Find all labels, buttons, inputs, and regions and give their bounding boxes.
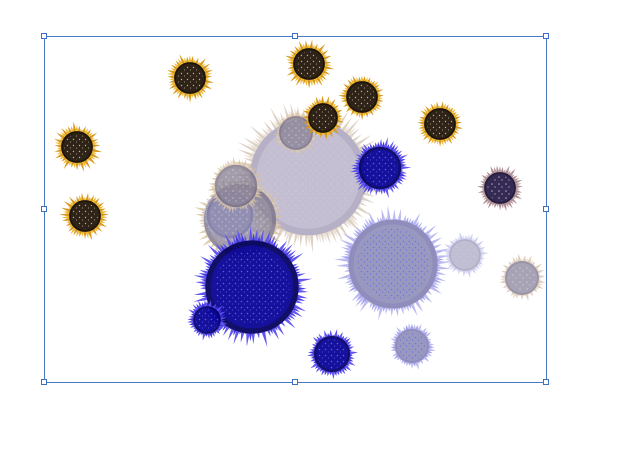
sunflower-blue-1[interactable] bbox=[350, 137, 412, 199]
sunflower-gold-7[interactable] bbox=[302, 95, 344, 140]
resize-handle-top-left[interactable] bbox=[41, 33, 47, 39]
sunflower-gold-1[interactable] bbox=[167, 54, 214, 103]
resize-handle-top-center[interactable] bbox=[292, 33, 298, 39]
sunflower-gold-5[interactable] bbox=[54, 121, 103, 172]
sunflower-blue-small-seeds bbox=[195, 308, 219, 332]
sunflower-gold-6-seeds bbox=[72, 203, 98, 229]
resize-handle-bottom-right[interactable] bbox=[543, 379, 549, 385]
sunflower-gold-4[interactable] bbox=[417, 101, 463, 147]
sunflower-faded-1[interactable] bbox=[273, 109, 320, 155]
sunflower-blue-large-seeds bbox=[214, 249, 290, 325]
sunflower-gold-4-seeds bbox=[427, 111, 453, 137]
resize-handle-bottom-center[interactable] bbox=[292, 379, 298, 385]
sunflower-gold-3[interactable] bbox=[338, 75, 384, 121]
sunflower-gold-6[interactable] bbox=[59, 192, 109, 241]
sunflower-gold-3-seeds bbox=[349, 84, 375, 110]
sunflower-large-beige-seeds bbox=[261, 130, 355, 224]
sunflower-lavender-pale[interactable] bbox=[442, 231, 489, 278]
sunflower-lavender-large-seeds bbox=[357, 228, 429, 300]
selection-frame[interactable] bbox=[41, 33, 549, 385]
resize-handle-top-right[interactable] bbox=[543, 33, 549, 39]
sunflower-blue-small[interactable] bbox=[187, 299, 228, 341]
sunflower-gold-1-seeds bbox=[177, 65, 203, 91]
sunflower-gold-2-seeds bbox=[296, 51, 322, 77]
sunflower-faded-2-seeds bbox=[219, 169, 253, 203]
resize-handle-middle-left[interactable] bbox=[41, 206, 47, 212]
sunflower-gold-7-seeds bbox=[311, 106, 335, 130]
sunflower-layer bbox=[54, 39, 546, 380]
sunflower-lavender-pale-seeds bbox=[452, 242, 478, 268]
sunflower-blue-1-seeds bbox=[363, 151, 397, 185]
sunflower-faded-2[interactable] bbox=[207, 156, 264, 214]
sunflower-beige-small[interactable] bbox=[499, 253, 546, 301]
sunflower-blue-large[interactable] bbox=[193, 225, 313, 348]
sunflower-beige-small-seeds bbox=[508, 264, 536, 292]
sunflower-blue-2-seeds bbox=[317, 339, 347, 369]
sunflower-gold-5-seeds bbox=[64, 134, 90, 160]
resize-handle-bottom-left[interactable] bbox=[41, 379, 47, 385]
sunflower-gold-2[interactable] bbox=[285, 39, 335, 89]
sunflower-lavender-small[interactable] bbox=[390, 323, 436, 370]
sunflower-faded-1-seeds bbox=[282, 119, 310, 147]
sunflower-mauve[interactable] bbox=[477, 165, 523, 212]
sunflower-blue-2[interactable] bbox=[307, 329, 358, 380]
sunflower-mauve-seeds bbox=[487, 175, 513, 201]
resize-handle-middle-right[interactable] bbox=[543, 206, 549, 212]
sunflower-lavender-large[interactable] bbox=[333, 205, 452, 321]
sunflower-lavender-small-seeds bbox=[398, 332, 426, 360]
